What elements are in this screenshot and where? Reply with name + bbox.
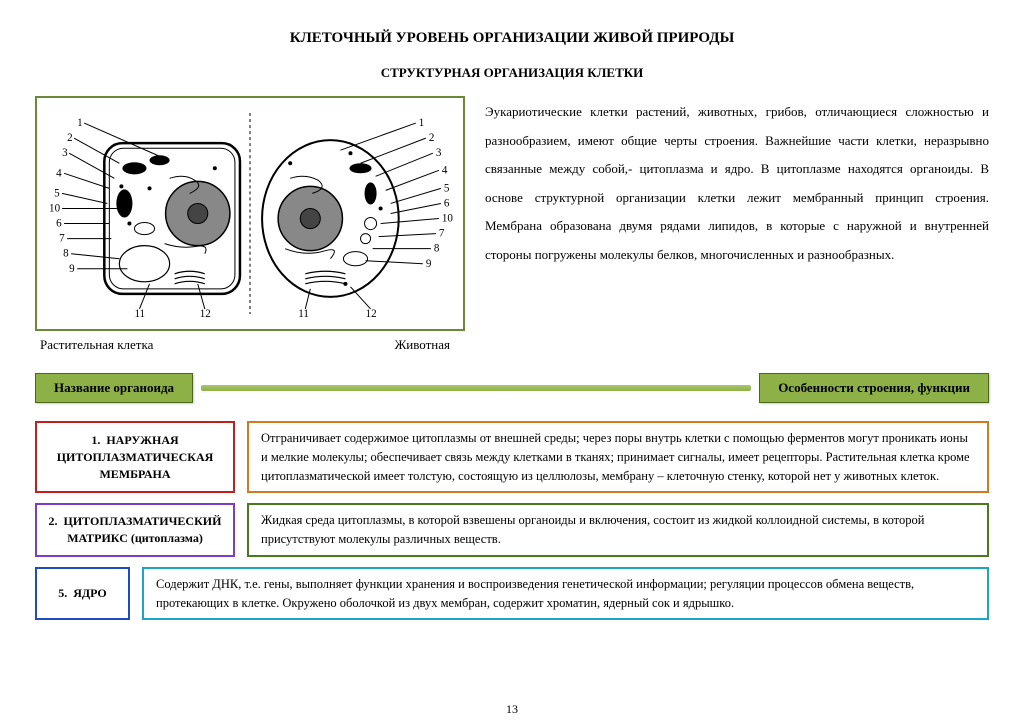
cell-diagram-frame: 1 2 3 4 5 10 6 7 8 9 11 12 [35,96,465,331]
svg-text:11: 11 [298,308,309,319]
title-main: КЛЕТОЧНЫЙ УРОВЕНЬ ОРГАНИЗАЦИИ ЖИВОЙ ПРИР… [35,30,989,47]
organelle-row-2: 2. ЦИТОПЛАЗМАТИЧЕСКИЙМАТРИКС (цитоплазма… [35,503,989,557]
svg-text:12: 12 [366,308,377,319]
svg-text:6: 6 [56,218,62,230]
svg-text:5: 5 [54,187,60,199]
page-number: 13 [506,702,518,717]
svg-text:1: 1 [419,117,425,129]
svg-text:10: 10 [442,213,453,225]
svg-text:8: 8 [63,248,69,260]
svg-text:8: 8 [434,243,440,255]
header-divider [201,385,751,391]
svg-text:2: 2 [67,132,73,144]
diagram-caption: Растительная клетка Животная [35,337,465,353]
top-section: 1 2 3 4 5 10 6 7 8 9 11 12 [35,96,989,353]
intro-paragraph: Эукариотические клетки растений, животны… [485,96,989,353]
organelle-3-label: 5. ЯДРО [35,567,130,621]
header-left-pill: Название органоида [35,373,193,403]
organelle-row-1: 1. НАРУЖНАЯЦИТОПЛАЗМАТИЧЕСКАЯ МЕМБРАНА О… [35,421,989,493]
svg-text:3: 3 [62,147,68,159]
organelle-3-desc: Содержит ДНК, т.е. гены, выполняет функц… [142,567,989,621]
organelle-1-desc: Отграничивает содержимое цитоплазмы от в… [247,421,989,493]
svg-text:4: 4 [442,164,448,176]
cell-diagram-svg: 1 2 3 4 5 10 6 7 8 9 11 12 [47,108,453,319]
diagram-block: 1 2 3 4 5 10 6 7 8 9 11 12 [35,96,465,353]
svg-text:9: 9 [69,263,75,275]
svg-text:7: 7 [439,228,445,240]
svg-text:7: 7 [59,233,65,245]
svg-text:3: 3 [436,147,442,159]
svg-text:9: 9 [426,258,432,270]
svg-text:5: 5 [444,182,450,194]
organelle-row-3: 5. ЯДРО Содержит ДНК, т.е. гены, выполня… [35,567,989,621]
organelle-1-label: 1. НАРУЖНАЯЦИТОПЛАЗМАТИЧЕСКАЯ МЕМБРАНА [35,421,235,493]
header-right-pill: Особенности строения, функции [759,373,989,403]
title-sub: СТРУКТУРНАЯ ОРГАНИЗАЦИЯ КЛЕТКИ [35,65,989,81]
svg-text:1: 1 [77,117,83,129]
header-row: Название органоида Особенности строения,… [35,373,989,403]
svg-text:10: 10 [49,202,61,214]
svg-text:12: 12 [200,308,211,319]
svg-text:6: 6 [444,197,450,209]
organelle-2-desc: Жидкая среда цитоплазмы, в которой взвеш… [247,503,989,557]
caption-animal: Животная [395,337,450,353]
organelle-2-label: 2. ЦИТОПЛАЗМАТИЧЕСКИЙМАТРИКС (цитоплазма… [35,503,235,557]
svg-text:4: 4 [56,167,62,179]
svg-text:11: 11 [134,308,145,319]
caption-plant: Растительная клетка [40,337,153,353]
svg-text:2: 2 [429,132,435,144]
